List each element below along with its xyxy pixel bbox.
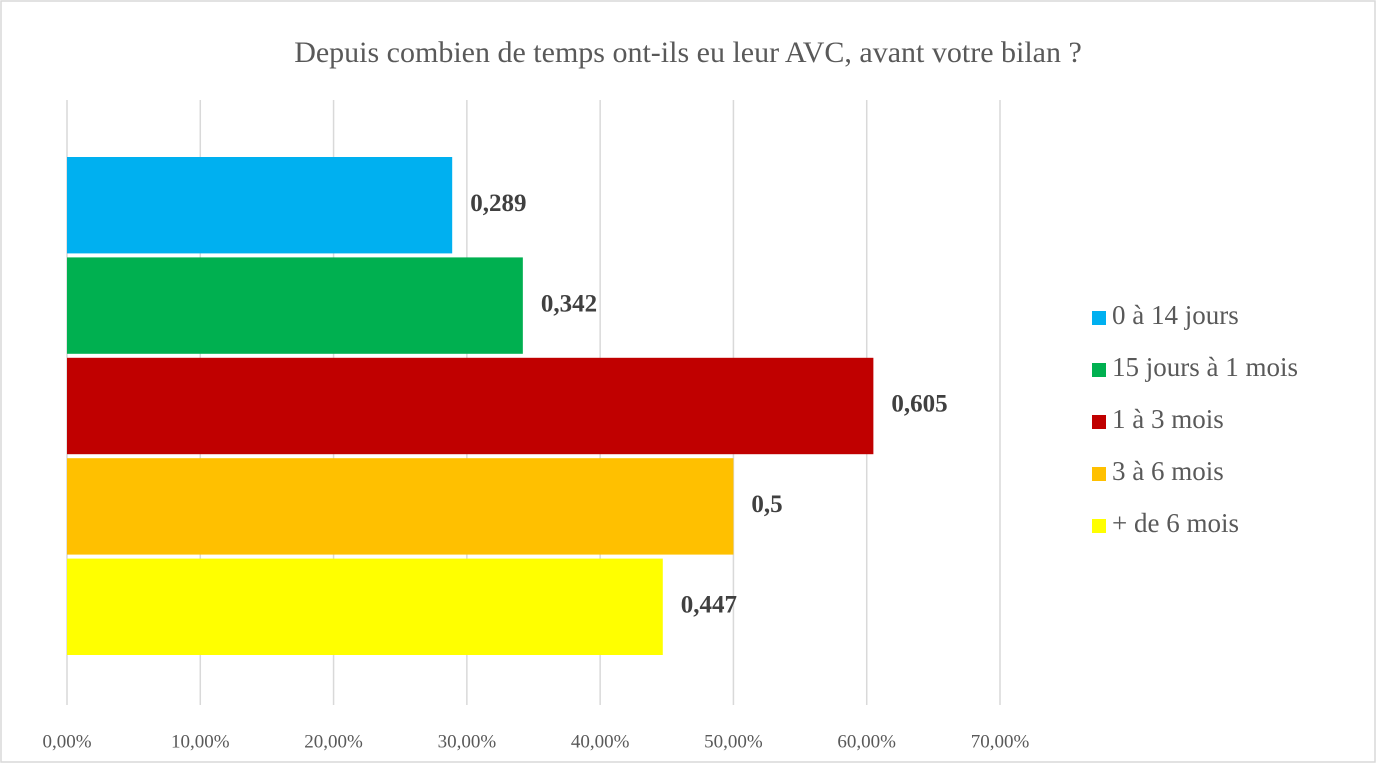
legend-swatch (1092, 311, 1106, 325)
data-label: 0,447 (681, 592, 737, 619)
bar (67, 257, 523, 354)
legend-swatch (1092, 363, 1106, 377)
x-tick-label: 50,00% (704, 731, 763, 752)
x-tick-label: 0,00% (42, 731, 91, 752)
chart-title: Depuis combien de temps ont-ils eu leur … (294, 36, 1082, 69)
data-label: 0,342 (541, 290, 597, 317)
bar (67, 458, 734, 555)
legend-label: 15 jours à 1 mois (1112, 352, 1298, 382)
x-tick-label: 60,00% (837, 731, 896, 752)
legend-swatch (1092, 519, 1106, 533)
x-tick-label: 70,00% (971, 731, 1030, 752)
data-label: 0,5 (751, 491, 782, 518)
legend-swatch (1092, 467, 1106, 481)
legend-label: 1 à 3 mois (1112, 404, 1224, 434)
bar (67, 558, 663, 655)
bar (67, 357, 874, 455)
legend-label: 3 à 6 mois (1112, 456, 1224, 486)
bar (67, 157, 453, 254)
legend-swatch (1092, 415, 1106, 429)
x-tick-label: 30,00% (438, 731, 497, 752)
legend-label: + de 6 mois (1112, 508, 1239, 538)
x-tick-label: 10,00% (171, 731, 230, 752)
data-label: 0,289 (470, 190, 526, 217)
x-tick-label: 40,00% (571, 731, 630, 752)
data-label: 0,605 (891, 391, 947, 418)
legend-label: 0 à 14 jours (1112, 300, 1239, 330)
x-tick-label: 20,00% (304, 731, 363, 752)
